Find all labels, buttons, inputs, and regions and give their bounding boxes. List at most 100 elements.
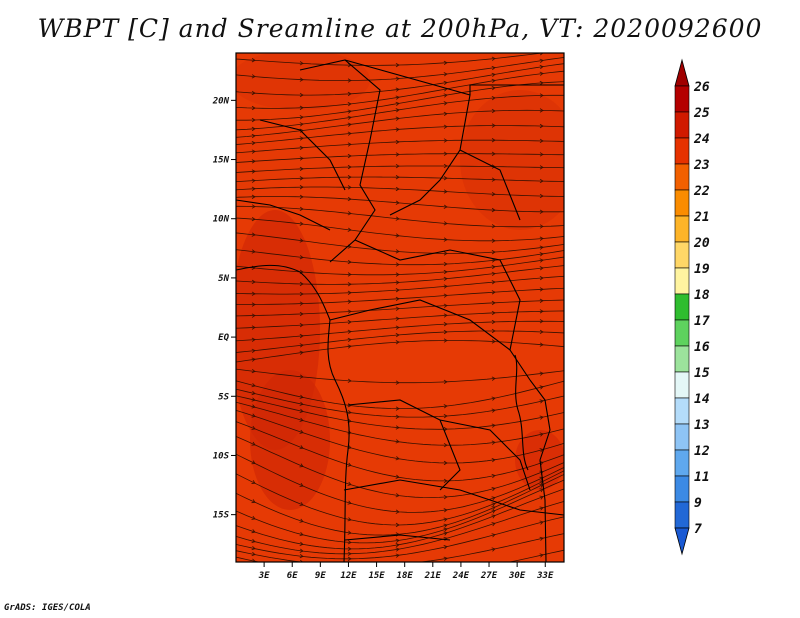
streamline-arrow (491, 502, 496, 507)
streamline-arrow (539, 309, 544, 314)
streamline-arrow (299, 429, 304, 434)
streamline-arrow (491, 123, 496, 128)
streamline-arrow (395, 456, 400, 461)
streamline-arrow (491, 457, 496, 463)
colorbar-swatch (674, 163, 690, 191)
colorbar-swatch (674, 85, 690, 113)
colorbar-swatch (674, 241, 690, 269)
streamline-arrow (251, 279, 256, 285)
streamline-arrow (395, 538, 400, 543)
streamline-arrow (539, 287, 544, 292)
streamline-arrow (395, 553, 400, 558)
streamline-arrow (251, 126, 256, 132)
colorbar-swatch (674, 475, 690, 503)
streamline-arrow (443, 176, 448, 181)
streamline-arrow (347, 540, 352, 545)
streamline-arrow (299, 350, 304, 355)
streamline-arrow (395, 108, 400, 113)
streamline-arrow (539, 553, 544, 558)
lat-tick-label: 5S (218, 392, 229, 402)
streamline-arrow (395, 62, 400, 68)
streamline-arrow (443, 379, 448, 385)
streamline-arrow (395, 406, 400, 411)
streamline-arrow (491, 473, 496, 479)
streamline-arrow (395, 316, 400, 321)
streamline-arrow (299, 156, 304, 161)
streamline-arrow (395, 288, 400, 293)
temperature-shading (236, 53, 564, 510)
streamline-arrow (443, 124, 448, 129)
streamline-arrow (443, 517, 448, 522)
colorbar-label: 9 (694, 496, 702, 511)
streamline-arrow (443, 427, 448, 432)
streamline-arrow (539, 506, 544, 511)
streamline-arrow (443, 138, 448, 143)
streamline-arrow (539, 193, 544, 199)
streamline-arrow (443, 494, 448, 500)
streamline-arrow (395, 439, 400, 444)
streamline-arrow (395, 139, 400, 145)
streamline-arrow (395, 547, 400, 552)
streamline-arrow (251, 249, 256, 254)
streamline-arrow (539, 252, 544, 257)
streamline-arrow (491, 207, 496, 213)
streamline-arrow (251, 441, 256, 446)
streamline-arrow (539, 495, 544, 500)
streamline-arrow (299, 343, 304, 348)
streamline-arrow (491, 509, 496, 514)
streamline-arrow (443, 322, 448, 327)
colorbar-label: 13 (694, 418, 710, 433)
streamline-arrow (347, 196, 352, 202)
streamline-arrow (299, 553, 304, 559)
streamline-arrow (491, 271, 496, 276)
colorbar-label: 17 (694, 314, 710, 329)
streamline-arrow (251, 149, 256, 154)
streamline-arrow (299, 408, 304, 413)
streamline-arrow (395, 76, 400, 81)
colorbar-swatch (674, 215, 690, 243)
streamline-arrow (251, 186, 256, 191)
lon-tick-label: 18E (397, 571, 414, 581)
streamline-arrow (251, 159, 256, 164)
streamline-arrow (491, 95, 496, 101)
colorbar-swatch (674, 111, 690, 139)
streamline-arrow (539, 165, 544, 170)
streamline-arrow (347, 378, 352, 383)
streamline (236, 533, 564, 562)
streamline-arrow (443, 251, 448, 256)
streamline-arrow (539, 298, 544, 303)
streamline-arrow (539, 385, 544, 390)
streamline-arrow (443, 93, 448, 98)
streamline-arrow (443, 293, 448, 298)
streamline-arrow (299, 281, 304, 287)
streamline-arrow (443, 523, 448, 528)
streamline-arrow (347, 175, 352, 180)
streamline-arrow (539, 152, 544, 157)
streamline-arrow (539, 399, 544, 404)
streamline-arrow (491, 408, 496, 413)
streamline-arrow (539, 93, 544, 98)
streamline-arrow (299, 333, 304, 339)
streamline-arrow (395, 325, 400, 330)
warm-region-north (236, 53, 370, 110)
streamline-arrow (539, 224, 544, 229)
coastline-west (236, 264, 350, 562)
streamline-arrow (251, 551, 256, 557)
streamline-arrow (251, 480, 256, 484)
streamline-arrow (395, 296, 400, 302)
streamline-arrow (491, 238, 496, 243)
streamline-arrow (539, 415, 544, 420)
streamline-arrow (251, 216, 256, 222)
lon-tick-label: 15E (368, 571, 385, 581)
streamline-arrow (395, 280, 400, 285)
streamline-arrow (347, 337, 352, 342)
streamline-arrow (251, 169, 256, 174)
warm-region-northeast (460, 90, 564, 230)
border-congo (329, 299, 531, 381)
streamline-arrow (251, 538, 256, 544)
streamline-arrow (395, 186, 400, 192)
streamline-arrow (251, 499, 256, 504)
streamline-arrow (443, 189, 448, 194)
streamline-arrow (299, 122, 304, 127)
